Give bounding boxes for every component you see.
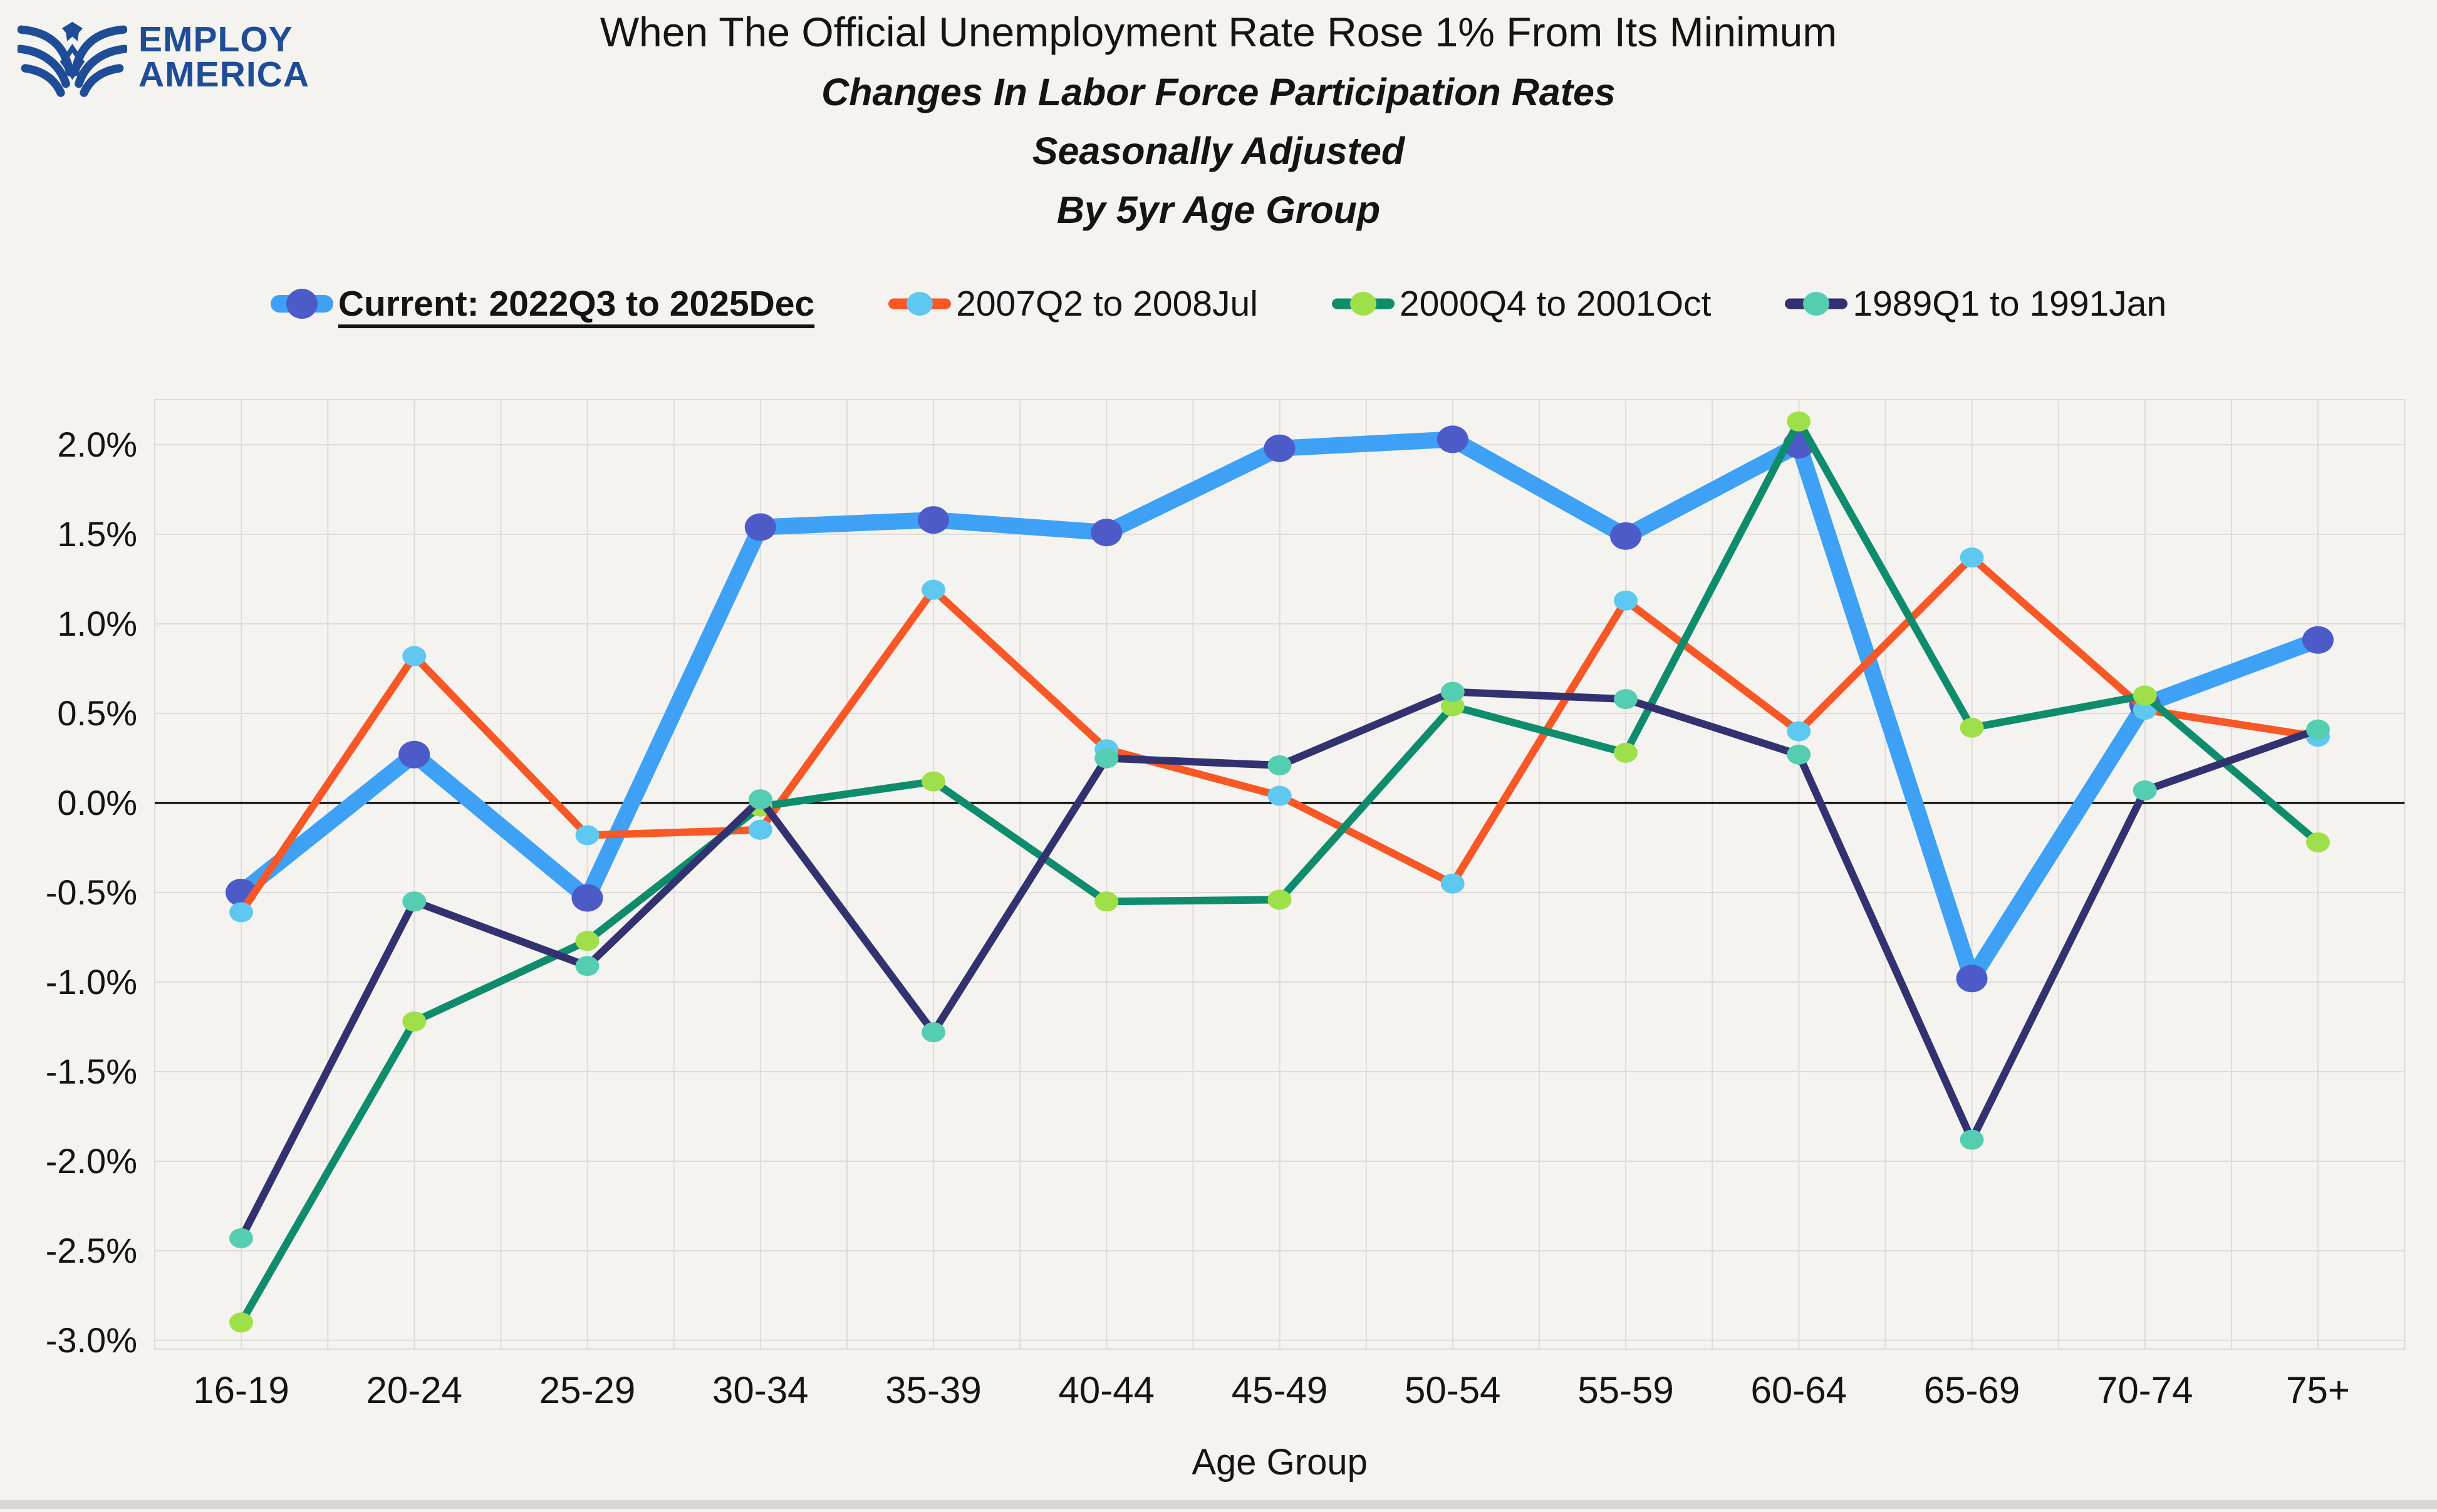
series-2-point-9 bbox=[1787, 411, 1811, 432]
x-tick-label: 50-54 bbox=[1405, 1369, 1500, 1411]
series-3-point-5 bbox=[1094, 748, 1119, 769]
series-0-point-12 bbox=[2302, 626, 2334, 654]
series-1-point-8 bbox=[1614, 590, 1638, 611]
legend-label: 2000Q4 to 2001Oct bbox=[1399, 284, 1712, 324]
series-0-point-3 bbox=[744, 513, 776, 541]
legend-item-3[interactable]: 1989Q1 to 1991Jan bbox=[1785, 283, 2166, 324]
chart-subtitle-3: By 5yr Age Group bbox=[1056, 189, 1381, 231]
y-tick-label: 1.5% bbox=[57, 514, 137, 554]
series-2-point-1 bbox=[402, 1011, 427, 1032]
series-3-point-11 bbox=[2133, 780, 2157, 800]
series-0-point-2 bbox=[571, 884, 603, 912]
series-3-point-8 bbox=[1614, 689, 1638, 710]
y-tick-label: -3.0% bbox=[46, 1320, 137, 1360]
y-tick-label: -1.5% bbox=[46, 1052, 137, 1091]
series-2-point-4 bbox=[922, 771, 945, 792]
x-tick-label: 65-69 bbox=[1924, 1369, 2020, 1411]
series-2-point-10 bbox=[1960, 717, 1984, 738]
series-3-point-12 bbox=[2306, 719, 2330, 740]
eagle-icon bbox=[18, 21, 127, 97]
legend-label: 1989Q1 to 1991Jan bbox=[1852, 284, 2167, 324]
x-tick-label: 60-64 bbox=[1751, 1369, 1847, 1411]
series-2-point-5 bbox=[1094, 891, 1119, 912]
series-2-point-6 bbox=[1267, 889, 1292, 910]
series-3-point-6 bbox=[1267, 755, 1292, 775]
y-tick-label: -0.5% bbox=[46, 873, 137, 912]
series-3-point-3 bbox=[748, 789, 772, 810]
chart-subtitle-1: Changes In Labor Force Participation Rat… bbox=[821, 71, 1616, 113]
x-tick-label: 70-74 bbox=[2097, 1369, 2193, 1411]
y-tick-label: -2.0% bbox=[46, 1141, 137, 1181]
y-tick-label: -2.5% bbox=[46, 1231, 137, 1270]
series-1-point-10 bbox=[1960, 547, 1984, 568]
series-0-point-6 bbox=[1264, 434, 1296, 462]
series-3-point-10 bbox=[1960, 1129, 1984, 1150]
title-block: When The Official Unemployment Rate Rose… bbox=[0, 11, 2437, 229]
legend: Current: 2022Q3 to 2025Dec 2007Q2 to 2008… bbox=[0, 283, 2437, 324]
series-0-point-7 bbox=[1437, 425, 1468, 453]
series-2-point-2 bbox=[575, 931, 600, 951]
x-tick-label: 16-19 bbox=[193, 1369, 289, 1411]
series-1-point-3 bbox=[748, 819, 772, 840]
x-tick-label: 45-49 bbox=[1232, 1369, 1328, 1411]
logo-line1: EMPLOY bbox=[138, 19, 293, 60]
series-3-point-0 bbox=[229, 1228, 253, 1248]
logo-text: EMPLOY AMERICA bbox=[138, 19, 309, 95]
logo-line2: AMERICA bbox=[138, 54, 309, 95]
x-tick-label: 75+ bbox=[2286, 1369, 2350, 1411]
chart-subtitle-2: Seasonally Adjusted bbox=[1032, 130, 1405, 172]
y-tick-label: 0.5% bbox=[57, 693, 137, 733]
series-1-point-2 bbox=[575, 825, 600, 846]
series-0-point-10 bbox=[1956, 965, 1988, 993]
series-3-point-2 bbox=[575, 956, 600, 976]
legend-swatch-icon bbox=[1331, 288, 1395, 319]
legend-swatch-icon bbox=[270, 288, 333, 319]
series-0-point-5 bbox=[1091, 519, 1123, 547]
series-1-point-7 bbox=[1440, 873, 1465, 894]
legend-item-2[interactable]: 2000Q4 to 2001Oct bbox=[1331, 283, 1712, 324]
series-1-point-4 bbox=[922, 579, 945, 600]
y-tick-label: 2.0% bbox=[57, 425, 137, 464]
series-0-point-8 bbox=[1610, 522, 1641, 550]
series-1-point-0 bbox=[229, 902, 253, 923]
chart-title: When The Official Unemployment Rate Rose… bbox=[600, 9, 1837, 55]
series-2-point-7 bbox=[1440, 696, 1465, 717]
legend-item-0[interactable]: Current: 2022Q3 to 2025Dec bbox=[270, 283, 815, 324]
series-1-point-9 bbox=[1787, 721, 1811, 742]
series-2-point-12 bbox=[2306, 832, 2330, 852]
series-3-point-1 bbox=[402, 891, 427, 912]
series-1-point-6 bbox=[1267, 785, 1292, 806]
x-tick-label: 40-44 bbox=[1059, 1369, 1155, 1411]
x-tick-label: 55-59 bbox=[1577, 1369, 1673, 1411]
series-3-point-7 bbox=[1440, 681, 1465, 702]
series-2-point-8 bbox=[1614, 742, 1638, 763]
series-3-point-9 bbox=[1787, 744, 1811, 765]
legend-label: Current: 2022Q3 to 2025Dec bbox=[338, 284, 815, 324]
legend-item-1[interactable]: 2007Q2 to 2008Jul bbox=[888, 283, 1258, 324]
y-tick-label: 1.0% bbox=[57, 604, 137, 643]
employ-america-logo: EMPLOY AMERICA bbox=[18, 15, 309, 100]
series-2-point-0 bbox=[229, 1312, 253, 1333]
x-tick-label: 20-24 bbox=[366, 1369, 462, 1411]
legend-label: 2007Q2 to 2008Jul bbox=[956, 284, 1258, 324]
legend-swatch-icon bbox=[1785, 288, 1848, 319]
x-axis-title: Age Group bbox=[1192, 1442, 1368, 1483]
series-0-point-4 bbox=[918, 506, 949, 534]
y-tick-label: -1.0% bbox=[46, 962, 137, 1002]
x-tick-label: 25-29 bbox=[539, 1369, 635, 1411]
x-tick-label: 35-39 bbox=[885, 1369, 981, 1411]
line-chart-svg: 2.0% 1.5% 1.0% 0.5% 0.0% -0.5% -1.0% -1.5% -2.0%… bbox=[46, 399, 2406, 1483]
y-tick-label: 0.0% bbox=[57, 783, 137, 822]
chart-area: 2.0% 1.5% 1.0% 0.5% 0.0% -0.5% -1.0% -1.5% -2.0%… bbox=[0, 357, 2437, 1512]
series-1-point-1 bbox=[402, 646, 427, 666]
window-bottom-bar bbox=[0, 1500, 2437, 1509]
x-tick-label: 30-34 bbox=[712, 1369, 808, 1411]
series-2-point-11 bbox=[2133, 685, 2157, 706]
series-3-point-4 bbox=[922, 1022, 945, 1043]
legend-swatch-icon bbox=[888, 288, 952, 319]
series-0-point-1 bbox=[398, 740, 430, 769]
